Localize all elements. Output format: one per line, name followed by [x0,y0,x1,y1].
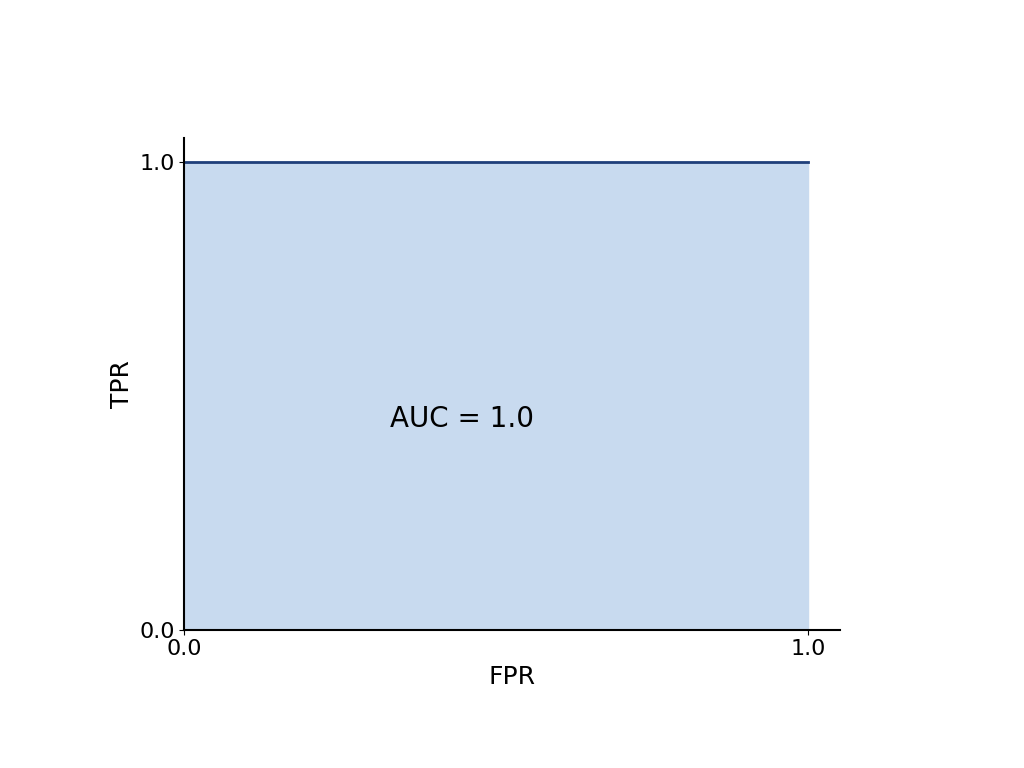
X-axis label: FPR: FPR [488,665,536,689]
Y-axis label: TPR: TPR [110,360,133,408]
Text: AUC = 1.0: AUC = 1.0 [390,405,535,433]
